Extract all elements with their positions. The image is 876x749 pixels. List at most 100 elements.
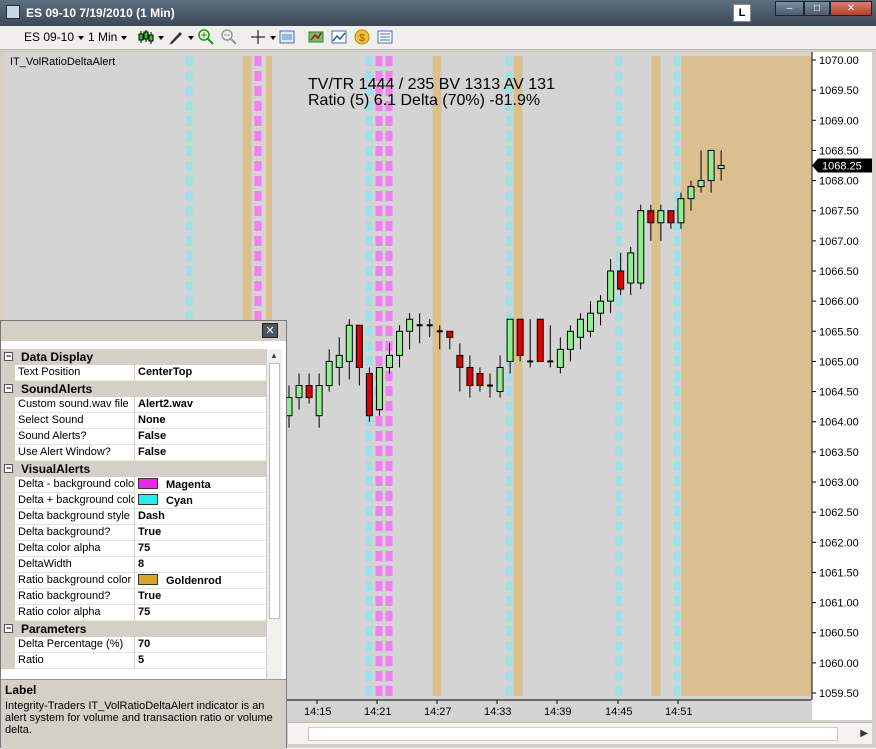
link-button[interactable]: L	[733, 4, 751, 22]
property-row[interactable]: Ratio background color Goldenrod	[1, 573, 266, 589]
app-icon	[6, 5, 20, 19]
row-gutter	[1, 445, 15, 461]
property-value[interactable]: 8	[134, 557, 266, 573]
property-value[interactable]: Magenta	[134, 477, 266, 493]
property-row[interactable]: Delta background? True	[1, 525, 266, 541]
category-row[interactable]: − SoundAlerts	[1, 381, 266, 397]
property-value[interactable]: None	[134, 413, 266, 429]
candle-body	[556, 348, 564, 368]
property-row[interactable]: DeltaWidth 8	[1, 557, 266, 573]
property-value[interactable]: Cyan	[134, 493, 266, 509]
property-value[interactable]: 75	[134, 541, 266, 557]
property-value[interactable]: True	[134, 589, 266, 605]
maximize-button[interactable]: □	[804, 1, 830, 16]
property-row[interactable]: Text Position CenterTop	[1, 365, 266, 381]
property-row[interactable]: Delta background style Dash	[1, 509, 266, 525]
time-tick-label: 14:33	[484, 706, 512, 718]
property-value[interactable]: CenterTop	[134, 365, 266, 381]
panel-close-button[interactable]: ✕	[262, 323, 278, 338]
strategy-icon[interactable]	[308, 29, 324, 45]
property-row[interactable]: Delta Percentage (%) 70	[1, 637, 266, 653]
draw-tool-icon[interactable]	[168, 29, 184, 45]
property-name: Ratio	[18, 654, 44, 666]
title-bar[interactable]: ES 09-10 7/19/2010 (1 Min) L – □ ✕	[0, 0, 876, 26]
collapse-icon[interactable]: −	[4, 383, 13, 393]
property-row[interactable]: Delta color alpha 75	[1, 541, 266, 557]
property-value[interactable]: Dash	[134, 509, 266, 525]
chevron-down-icon[interactable]	[158, 36, 164, 40]
scroll-thumb[interactable]	[269, 363, 280, 619]
collapse-icon[interactable]: −	[4, 463, 13, 473]
zoom-out-icon[interactable]	[221, 29, 237, 45]
property-row[interactable]: Ratio background? True	[1, 589, 266, 605]
color-swatch	[138, 494, 158, 505]
property-value[interactable]: False	[134, 429, 266, 445]
property-row[interactable]: Select Sound None	[1, 413, 266, 429]
property-row[interactable]: Delta - background color Magenta	[1, 477, 266, 493]
property-value[interactable]: 70	[134, 637, 266, 653]
property-value[interactable]: Goldenrod	[134, 573, 266, 589]
vertical-scrollbar[interactable]: ▲ ▼	[266, 349, 282, 695]
row-gutter	[1, 589, 15, 605]
collapse-icon[interactable]: −	[4, 351, 13, 361]
property-row[interactable]: Custom sound.wav file Alert2.wav	[1, 397, 266, 413]
property-value-text: Cyan	[166, 495, 193, 507]
interval-dropdown[interactable]: 1 Min	[88, 30, 128, 44]
row-divider	[15, 652, 266, 653]
property-value-text: Goldenrod	[166, 575, 222, 587]
properties-icon[interactable]	[279, 29, 295, 45]
candle-body	[466, 366, 474, 387]
chart-style-icon[interactable]	[138, 29, 154, 45]
property-value[interactable]: 5	[134, 653, 266, 669]
scroll-right-icon[interactable]: ▶	[860, 728, 868, 739]
property-row[interactable]: Sound Alerts? False	[1, 429, 266, 445]
category-row[interactable]: − Parameters	[1, 621, 266, 637]
time-tick-label: 14:27	[424, 706, 452, 718]
price-tick-label: 1067.50	[819, 206, 859, 218]
price-chart[interactable]: 1070.00 1069.50 1069.00 1068.50 1068.00 1067.…	[4, 52, 872, 720]
price-tick-label: 1061.00	[819, 598, 859, 610]
price-tick-label: 1059.50	[819, 688, 859, 700]
property-value[interactable]: 75	[134, 605, 266, 621]
scroll-up-icon[interactable]: ▲	[270, 351, 278, 360]
price-tick-label: 1067.00	[819, 236, 859, 248]
property-row[interactable]: Ratio 5	[1, 653, 266, 669]
property-value[interactable]: True	[134, 525, 266, 541]
crosshair-icon[interactable]	[250, 29, 266, 45]
chevron-down-icon[interactable]	[188, 36, 194, 40]
property-name: Ratio color alpha	[18, 606, 101, 618]
horizontal-scrollbar[interactable]: ▶	[288, 722, 872, 744]
row-divider	[15, 572, 266, 573]
row-divider	[15, 412, 266, 413]
data-box-icon[interactable]	[377, 29, 393, 45]
property-value-text: CenterTop	[138, 366, 193, 378]
property-row[interactable]: Use Alert Window? False	[1, 445, 266, 461]
property-row[interactable]: Ratio color alpha 75	[1, 605, 266, 621]
row-divider	[15, 428, 266, 429]
zoom-in-icon[interactable]	[198, 29, 214, 45]
close-button[interactable]: ✕	[830, 1, 872, 16]
row-gutter	[1, 509, 15, 525]
property-value[interactable]: Alert2.wav	[134, 397, 266, 413]
price-tick-label: 1065.00	[819, 356, 859, 368]
category-row[interactable]: − Data Display	[1, 349, 266, 365]
indicator-name: IT_VolRatioDeltaAlert	[10, 56, 116, 68]
scroll-thumb[interactable]	[308, 727, 838, 741]
property-row[interactable]: Delta + background color Cyan	[1, 493, 266, 509]
candle-body	[325, 360, 333, 387]
time-tick-label: 14:45	[605, 706, 633, 718]
chevron-down-icon[interactable]	[270, 36, 276, 40]
candle-body	[335, 354, 343, 368]
indicators-icon[interactable]	[331, 29, 347, 45]
instrument-dropdown[interactable]: ES 09-10	[24, 30, 85, 44]
minimize-button[interactable]: –	[775, 1, 804, 16]
property-name: Use Alert Window?	[18, 446, 111, 458]
row-divider	[15, 588, 266, 589]
category-row[interactable]: − VisualAlerts	[1, 461, 266, 477]
collapse-icon[interactable]: −	[4, 623, 13, 633]
candle-body	[345, 324, 353, 362]
property-value-text: True	[138, 590, 162, 602]
gold-coin-icon[interactable]: $	[354, 29, 370, 45]
row-divider	[15, 492, 266, 493]
property-value[interactable]: False	[134, 445, 266, 461]
